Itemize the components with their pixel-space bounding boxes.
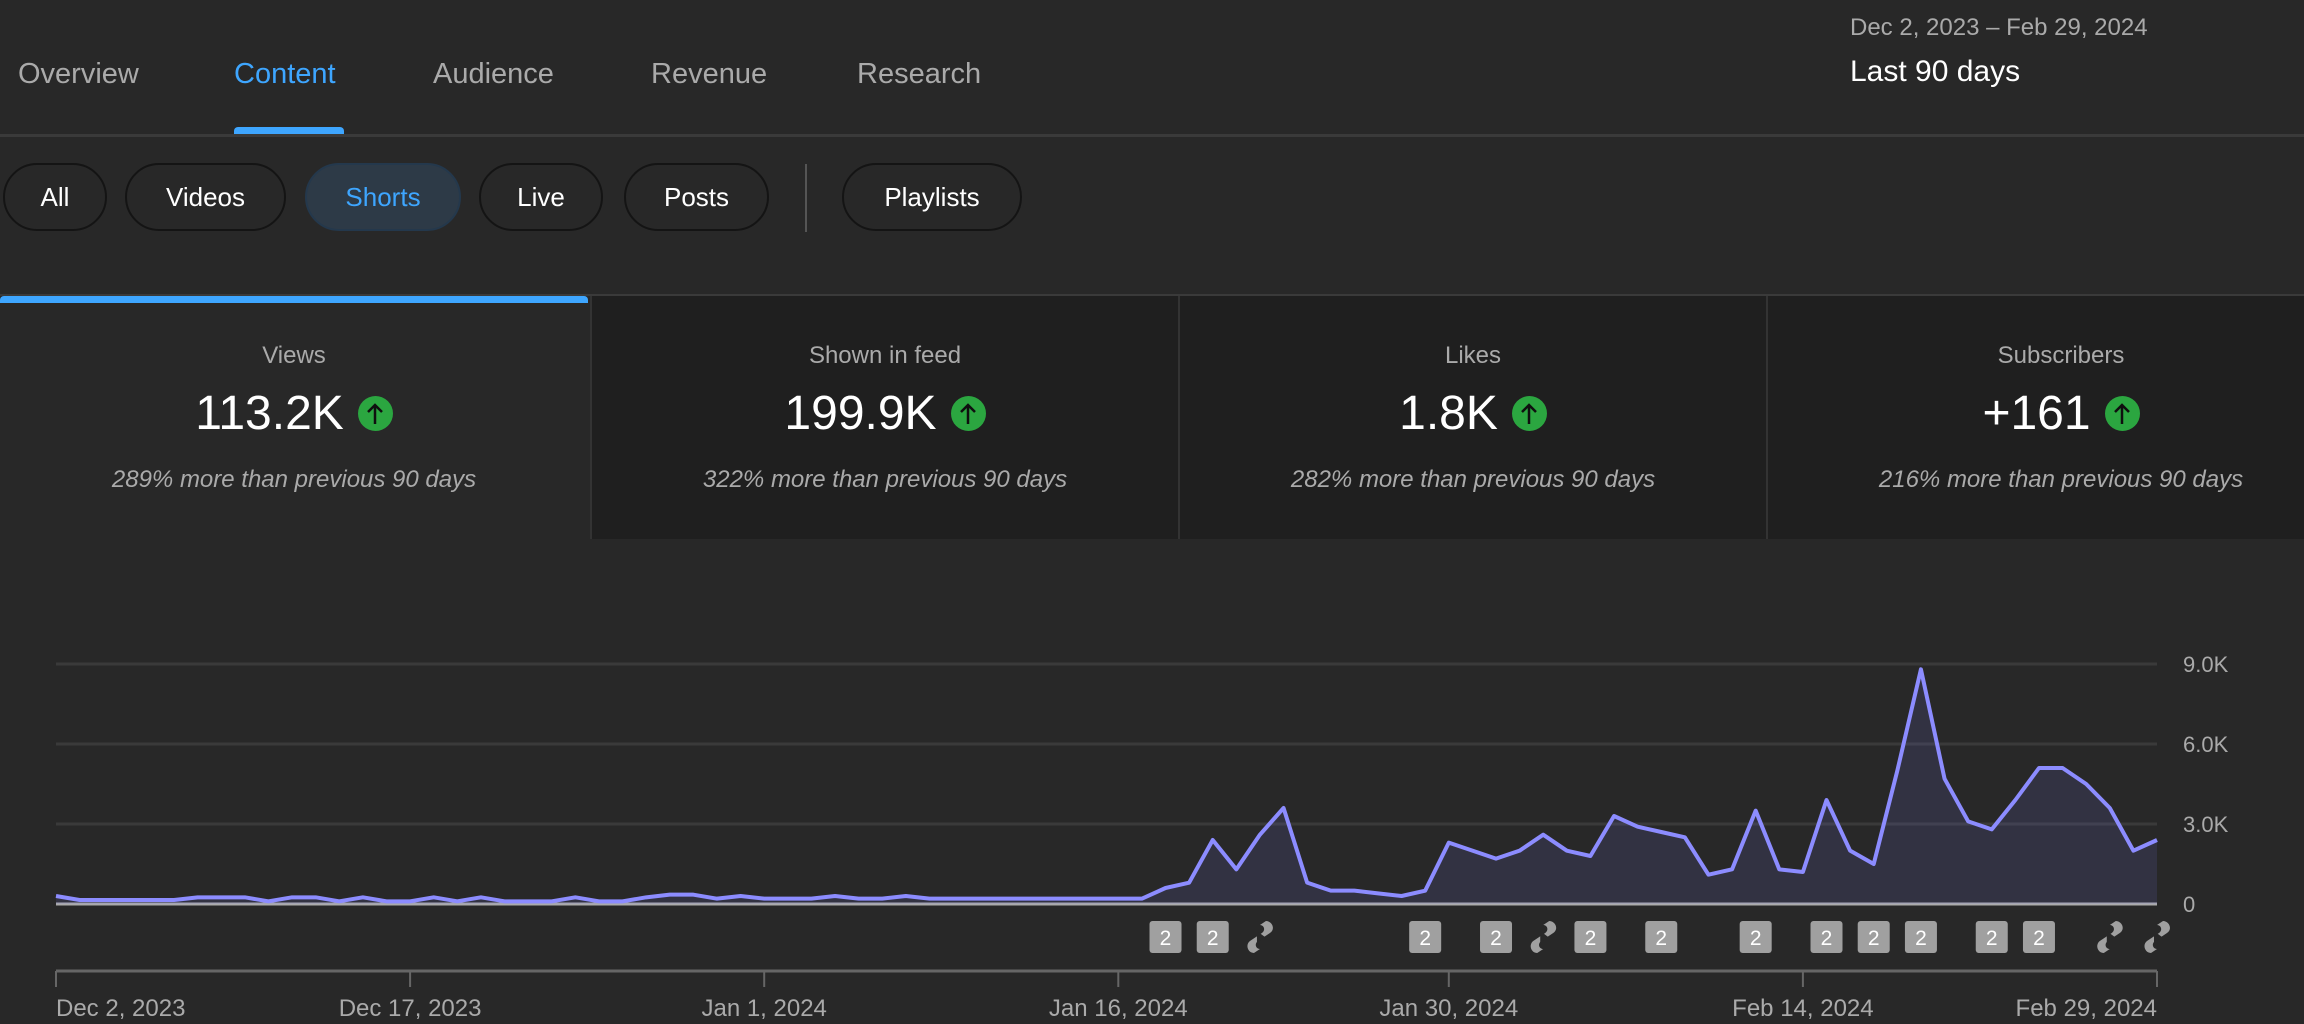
metric-value: +161 — [1982, 387, 2091, 440]
x-tick-label: Feb 29, 2024 — [2016, 995, 2157, 1022]
metric-card-likes[interactable]: Likes 1.8K 282% more than previous 90 da… — [1178, 296, 1766, 539]
upload-count-label: 2 — [1207, 927, 1219, 950]
upload-count-badge — [1409, 921, 1442, 953]
x-tick-label: Jan 1, 2024 — [701, 995, 826, 1022]
upload-count-badge — [1196, 921, 1229, 953]
upload-count-badge — [1645, 921, 1678, 953]
tab-audience[interactable]: Audience — [433, 58, 554, 90]
upload-count-label: 2 — [1750, 927, 1762, 950]
upload-count-label: 2 — [1585, 927, 1597, 950]
tab-revenue[interactable]: Revenue — [651, 58, 768, 90]
metric-label: Likes — [1444, 342, 1502, 369]
upload-count-label: 2 — [1821, 927, 1833, 950]
upload-count-label: 2 — [1986, 927, 1998, 950]
metric-card-subscribers[interactable]: Subscribers +161 216% more than previous… — [1766, 296, 2304, 539]
metric-value: 199.9K — [784, 387, 937, 440]
active-card-indicator — [0, 296, 588, 303]
chip-playlists[interactable]: Playlists — [842, 163, 1022, 231]
upload-count-label: 2 — [1915, 927, 1927, 950]
shorts-icon — [1530, 921, 1557, 953]
upload-count-label: 2 — [1160, 927, 1172, 950]
upload-count-badge — [1574, 921, 1607, 953]
upload-count-badge — [1739, 921, 1772, 953]
metric-comparison: 216% more than previous 90 days — [1878, 466, 2244, 493]
area-fill — [56, 669, 2157, 904]
metric-label: Subscribers — [1997, 342, 2125, 369]
chip-live[interactable]: Live — [479, 163, 603, 231]
upload-count-badge — [1149, 921, 1182, 953]
metric-comparison: 289% more than previous 90 days — [111, 466, 477, 493]
upload-count-badge — [2022, 921, 2055, 953]
metric-label: Views — [262, 342, 326, 369]
series-line — [55, 667, 2158, 904]
shorts-icon — [2144, 921, 2170, 953]
x-tick-label: Dec 2, 2023 — [56, 995, 185, 1022]
y-tick-label: 0 — [2183, 892, 2195, 917]
upload-count-label: 2 — [1419, 927, 1431, 950]
metric-comparison: 282% more than previous 90 days — [1290, 466, 1656, 493]
upload-count-label: 2 — [2033, 927, 2045, 950]
upload-count-badge — [1904, 921, 1937, 953]
upload-count-badge — [1857, 921, 1890, 953]
metric-value: 1.8K — [1399, 387, 1498, 440]
y-tick-label: 3.0K — [2183, 812, 2229, 837]
upload-count-badge — [1810, 921, 1843, 953]
upload-count-label: 2 — [1868, 927, 1880, 950]
arrow-up-icon — [2104, 396, 2140, 431]
views-chart: 0 3.0K 6.0K 9.0K 2 2 2 2 2 2 2 2 2 2 2 2 Dec 2, 2023 Dec … — [55, 652, 2229, 1022]
metric-value: 113.2K — [195, 387, 344, 440]
x-tick-label: Feb 14, 2024 — [1732, 995, 1873, 1022]
upload-count-label: 2 — [1490, 927, 1502, 950]
metric-label: Shown in feed — [808, 342, 962, 369]
divider — [0, 134, 2304, 137]
metric-comparison: 322% more than previous 90 days — [702, 466, 1068, 493]
date-range-text[interactable]: Dec 2, 2023 – Feb 29, 2024 — [1850, 14, 2148, 41]
period-selector[interactable]: Last 90 days — [1850, 55, 2021, 88]
y-tick-label: 9.0K — [2183, 652, 2229, 677]
metric-card-views[interactable]: Views 113.2K 289% more than previous 90 … — [0, 296, 588, 539]
arrow-up-icon — [1511, 396, 1547, 431]
upload-count-label: 2 — [1655, 927, 1667, 950]
chip-posts[interactable]: Posts — [624, 163, 769, 231]
tab-research[interactable]: Research — [857, 58, 982, 90]
upload-count-badge — [1975, 921, 2008, 953]
metric-card-shown-in-feed[interactable]: Shown in feed 199.9K 322% more than prev… — [590, 296, 1178, 539]
x-tick-label: Jan 16, 2024 — [1049, 995, 1188, 1022]
shorts-icon — [2097, 921, 2123, 953]
tab-overview[interactable]: Overview — [18, 58, 139, 90]
arrow-up-icon — [357, 396, 393, 431]
shorts-icon — [1247, 921, 1273, 953]
tab-content[interactable]: Content — [234, 58, 336, 90]
chip-all[interactable]: All — [3, 163, 107, 231]
y-tick-label: 6.0K — [2183, 732, 2229, 757]
chip-videos[interactable]: Videos — [125, 163, 286, 231]
x-tick-label: Dec 17, 2023 — [339, 995, 482, 1022]
arrow-up-icon — [950, 396, 986, 431]
x-tick-label: Jan 30, 2024 — [1379, 995, 1518, 1022]
chip-separator — [805, 164, 807, 232]
divider — [0, 294, 2304, 296]
chip-shorts[interactable]: Shorts — [305, 163, 461, 231]
active-tab-indicator — [234, 127, 344, 134]
upload-count-badge — [1480, 921, 1513, 953]
